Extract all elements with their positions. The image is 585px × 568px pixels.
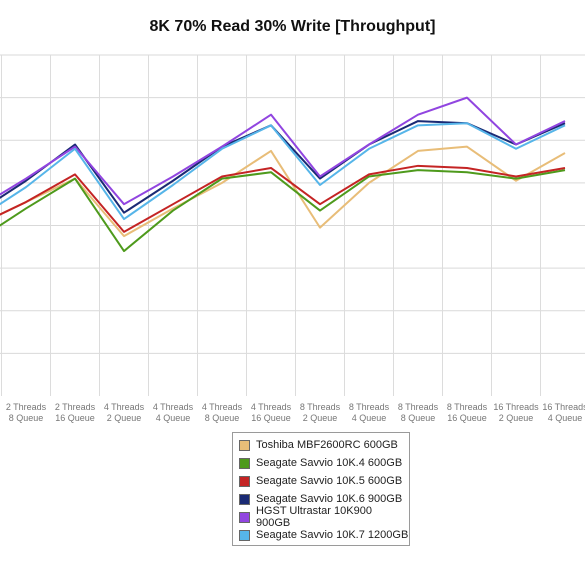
x-tick-label: 2 Threads bbox=[6, 402, 47, 412]
legend-label: Seagate Savvio 10K.4 600GB bbox=[256, 457, 403, 469]
x-tick-label: 2 Queue bbox=[303, 413, 338, 423]
grid-lines bbox=[0, 54, 585, 396]
x-tick-label: 4 Queue bbox=[352, 413, 387, 423]
x-tick-label: 8 Threads bbox=[398, 402, 439, 412]
series-line-4 bbox=[0, 120, 566, 214]
series-line-5 bbox=[0, 96, 566, 206]
x-tick-label: 8 Queue bbox=[9, 413, 44, 423]
x-tick-label: 4 Threads bbox=[202, 402, 243, 412]
x-tick-label: 4 Queue bbox=[156, 413, 191, 423]
x-tick-label: 4 Threads bbox=[104, 402, 145, 412]
legend-label: Toshiba MBF2600RC 600GB bbox=[256, 439, 398, 451]
series-line-2 bbox=[0, 169, 566, 253]
legend-swatch bbox=[239, 457, 250, 469]
legend-label: Seagate Savvio 10K.7 1200GB bbox=[256, 529, 409, 541]
legend-swatch bbox=[239, 439, 250, 451]
legend-item: HGST Ultrastar 10K900 900GB bbox=[239, 505, 409, 529]
legend-item: Toshiba MBF2600RC 600GB bbox=[239, 436, 409, 454]
x-tick-label: 8 Queue bbox=[205, 413, 240, 423]
chart-title: 8K 70% Read 30% Write [Throughput] bbox=[149, 18, 436, 35]
x-tick-label: 4 Queue bbox=[548, 413, 583, 423]
legend-item: Seagate Savvio 10K.4 600GB bbox=[239, 454, 409, 472]
legend-item: Seagate Savvio 10K.6 900GB bbox=[239, 490, 409, 508]
x-tick-label: 8 Queue bbox=[401, 413, 436, 423]
x-tick-label: 4 Threads bbox=[153, 402, 194, 412]
x-tick-label: 2 Queue bbox=[499, 413, 534, 423]
x-tick-label: 16 Queue bbox=[447, 413, 487, 423]
series-lines bbox=[0, 96, 566, 253]
legend-label: HGST Ultrastar 10K900 900GB bbox=[255, 505, 372, 529]
x-tick-label: 2 Threads bbox=[55, 402, 96, 412]
x-tick-label: 16 Threads bbox=[493, 402, 539, 412]
x-tick-label: 2 Queue bbox=[107, 413, 142, 423]
legend-label: Seagate Savvio 10K.5 600GB bbox=[256, 475, 403, 487]
legend-swatch bbox=[239, 529, 250, 541]
legend-item: Seagate Savvio 10K.7 1200GB bbox=[239, 526, 409, 544]
legend-item: Seagate Savvio 10K.5 600GB bbox=[239, 472, 409, 490]
legend-swatch bbox=[239, 493, 250, 505]
x-tick-label: 16 Queue bbox=[55, 413, 95, 423]
x-tick-label: 8 Threads bbox=[349, 402, 390, 412]
x-tick-label: 8 Threads bbox=[447, 402, 488, 412]
x-tick-label: 8 Threads bbox=[300, 402, 341, 412]
x-tick-label: 4 Threads bbox=[251, 402, 292, 412]
legend-swatch bbox=[239, 475, 250, 487]
x-tick-label: 16 Threads bbox=[542, 402, 585, 412]
legend-swatch bbox=[239, 511, 250, 523]
legend-label: Seagate Savvio 10K.6 900GB bbox=[256, 493, 403, 505]
legend: Toshiba MBF2600RC 600GB Seagate Savvio 10… bbox=[232, 432, 410, 546]
x-tick-label: 16 Queue bbox=[251, 413, 291, 423]
series-line-6 bbox=[0, 122, 566, 221]
series-line-3 bbox=[0, 164, 566, 233]
